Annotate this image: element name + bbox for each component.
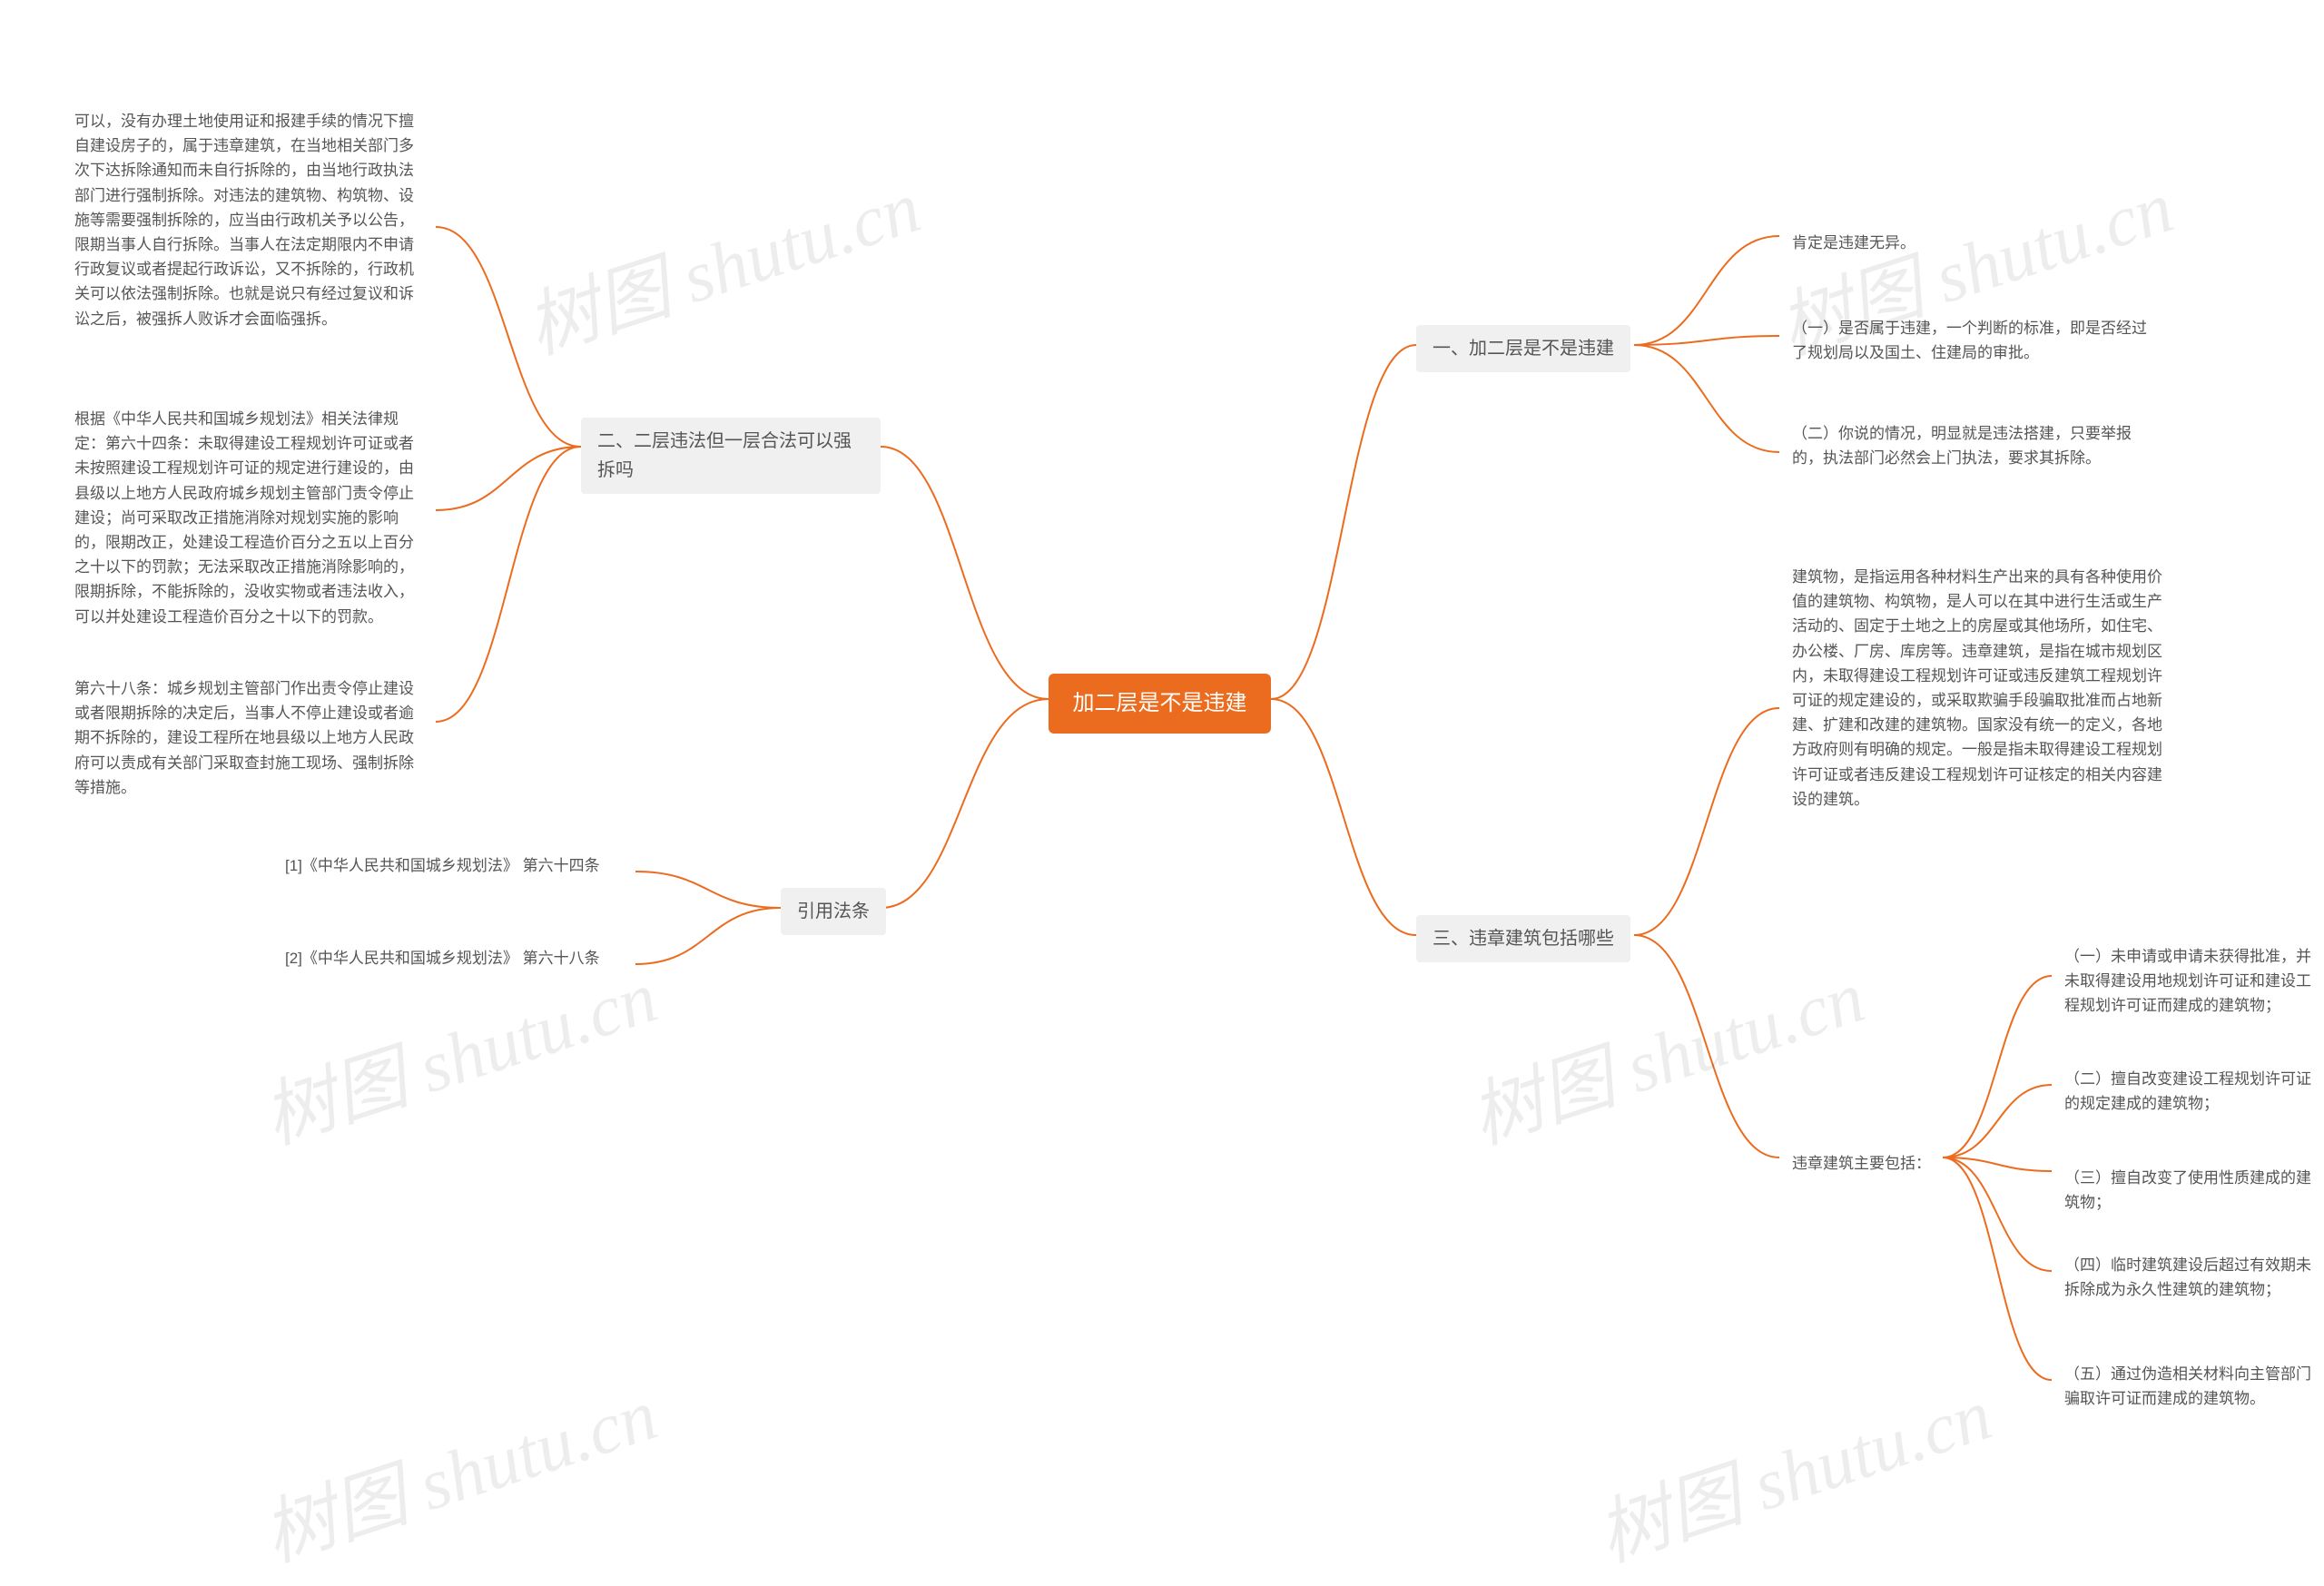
watermark: 树图 shutu.cn [511,148,931,374]
branch-cite-leaf-0: [1]《中华人民共和国城乡规划法》 第六十四条 [272,844,613,887]
branch-3-intermediate: 违章建筑主要包括： [1779,1142,1944,1185]
branch-2-leaf-0: 可以，没有办理土地使用证和报建手续的情况下擅自建设房子的，属于违章建筑，在当地相… [62,100,438,340]
branch-3-sub-2: （三）擅自改变了使用性质建成的建筑物； [2052,1157,2324,1224]
mindmap-canvas: 加二层是不是违建 一、加二层是不是违建 肯定是违建无异。 （一）是否属于违建，一… [0,0,2324,1586]
branch-3: 三、违章建筑包括哪些 [1416,915,1630,962]
branch-2-leaf-2: 第六十八条：城乡规划主管部门作出责令停止建设或者限期拆除的决定后，当事人不停止建… [62,667,438,809]
watermark: 树图 shutu.cn [248,1355,668,1581]
branch-3-sub-0: （一）未申请或申请未获得批准，并未取得建设用地规划许可证和建设工程规划许可证而建… [2052,935,2324,1028]
branch-3-sub-1: （二）擅自改变建设工程规划许可证的规定建成的建筑物； [2052,1058,2324,1125]
branch-3-leaf-0: 建筑物，是指运用各种材料生产出来的具有各种使用价值的建筑物、构筑物，是人可以在其… [1779,556,2188,821]
branch-cite: 引用法条 [781,888,886,935]
branch-1: 一、加二层是不是违建 [1416,325,1630,372]
branch-2-leaf-1: 根据《中华人民共和国城乡规划法》相关法律规定：第六十四条：未取得建设工程规划许可… [62,398,438,638]
branch-3-sub-3: （四）临时建筑建设后超过有效期未拆除成为永久性建筑的建筑物； [2052,1244,2324,1311]
branch-2: 二、二层违法但一层合法可以强拆吗 [581,418,881,494]
watermark: 树图 shutu.cn [1455,938,1876,1164]
branch-1-leaf-2: （二）你说的情况，明显就是违法搭建，只要举报的，执法部门必然会上门执法，要求其拆… [1779,412,2161,479]
watermark: 树图 shutu.cn [1582,1355,2003,1581]
branch-3-sub-4: （五）通过伪造相关材料向主管部门骗取许可证而建成的建筑物。 [2052,1353,2324,1420]
root-node: 加二层是不是违建 [1049,674,1271,734]
